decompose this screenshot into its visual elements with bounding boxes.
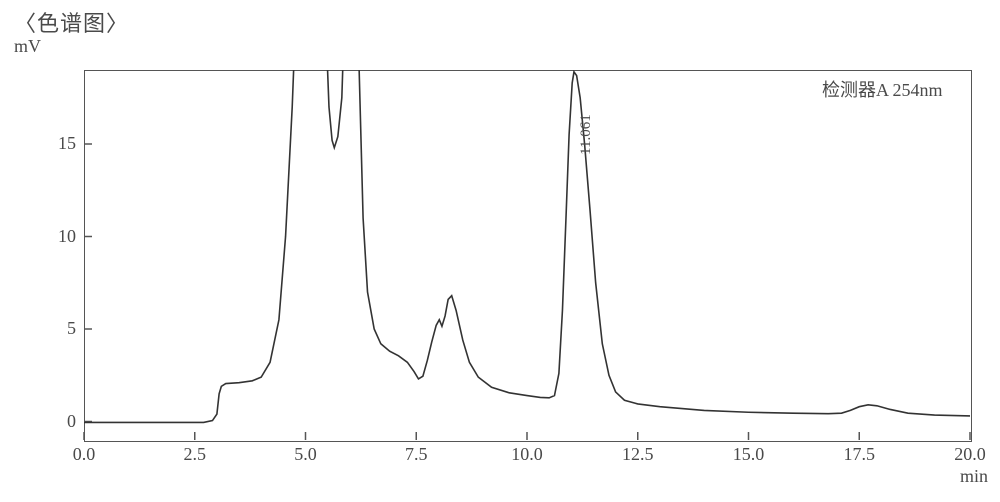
peak-label: 11.061 <box>578 114 595 155</box>
x-tick-label: 20.0 <box>954 444 986 465</box>
x-tick-label: 5.0 <box>294 444 317 465</box>
x-tick-label: 7.5 <box>405 444 428 465</box>
y-tick-label: 5 <box>36 318 76 339</box>
y-tick-label: 0 <box>36 411 76 432</box>
chromatogram-trace <box>84 0 970 422</box>
x-tick-label: 0.0 <box>73 444 96 465</box>
detector-label: 检测器A 254nm <box>822 76 943 102</box>
x-tick-label: 2.5 <box>184 444 207 465</box>
x-tick-label: 17.5 <box>844 444 876 465</box>
x-tick-label: 12.5 <box>622 444 654 465</box>
y-tick-label: 10 <box>36 226 76 247</box>
x-tick-label: 15.0 <box>733 444 765 465</box>
x-axis-unit: min <box>960 466 988 487</box>
y-tick-label: 15 <box>36 133 76 154</box>
x-tick-label: 10.0 <box>511 444 543 465</box>
